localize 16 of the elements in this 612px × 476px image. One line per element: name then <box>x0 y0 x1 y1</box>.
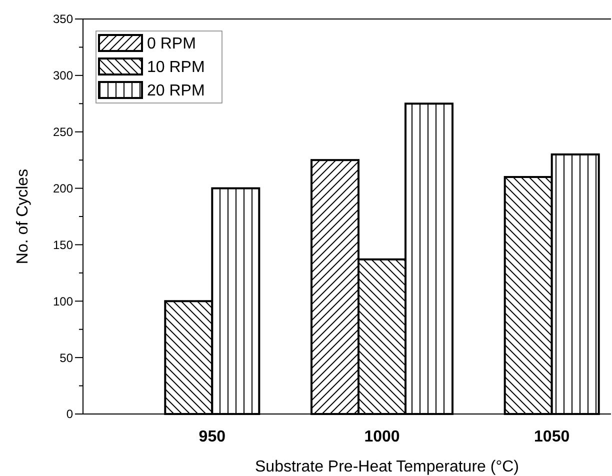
y-tick-label: 0 <box>66 407 74 422</box>
y-tick-label: 150 <box>52 238 74 252</box>
legend-label: 10 RPM <box>147 59 205 76</box>
x-axis-title: Substrate Pre-Heat Temperature (°C) <box>255 458 519 476</box>
y-tick-label: 350 <box>52 12 74 26</box>
legend-label: 20 RPM <box>147 82 205 100</box>
x-tick-label: 1050 <box>534 428 570 446</box>
legend-label: 0 RPM <box>147 36 196 53</box>
y-tick-label: 50 <box>60 350 74 365</box>
y-tick-label: 300 <box>52 68 74 83</box>
x-tick-label: 950 <box>198 428 226 446</box>
y-tick-label: 250 <box>52 125 74 140</box>
y-axis-title: No. of Cycles <box>14 168 32 264</box>
y-tick-label: 200 <box>52 181 74 196</box>
y-tick-label: 100 <box>52 294 74 308</box>
x-tick-label: 1000 <box>364 428 400 446</box>
